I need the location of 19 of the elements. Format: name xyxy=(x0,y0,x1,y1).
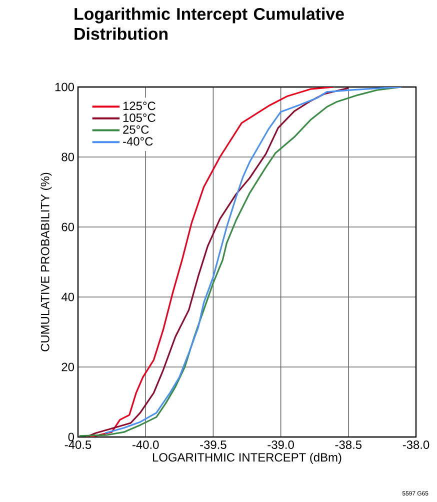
y-tick-label: 100 xyxy=(55,82,74,92)
legend-label: -40°C xyxy=(123,137,153,146)
legend-label: 105°C xyxy=(123,114,156,122)
y-tick-label: 40 xyxy=(61,292,74,302)
legend-label: 125°C xyxy=(123,102,156,110)
x-tick-label: -39.0 xyxy=(268,440,294,449)
x-tick-label: -38.0 xyxy=(402,440,430,449)
chart-title: Logarithmic Intercept Cumulative Distribution xyxy=(74,8,344,40)
x-axis-title: LOGARITHMIC INTERCEPT (dBm) xyxy=(153,452,342,464)
x-tick-label: -39.5 xyxy=(200,440,226,449)
x-tick-label: -40.5 xyxy=(64,440,92,449)
y-tick-label: 80 xyxy=(62,152,74,162)
y-tick-label: 20 xyxy=(62,362,74,372)
y-axis-title: CUMULATIVE PROBABILITY (%) xyxy=(40,172,52,352)
legend-label: 25°C xyxy=(123,125,149,134)
y-tick-label: 60 xyxy=(62,222,74,232)
y-tick-label: 0 xyxy=(68,432,74,442)
x-tick-label: -40.0 xyxy=(132,440,159,449)
x-tick-label: -38.5 xyxy=(335,440,362,449)
